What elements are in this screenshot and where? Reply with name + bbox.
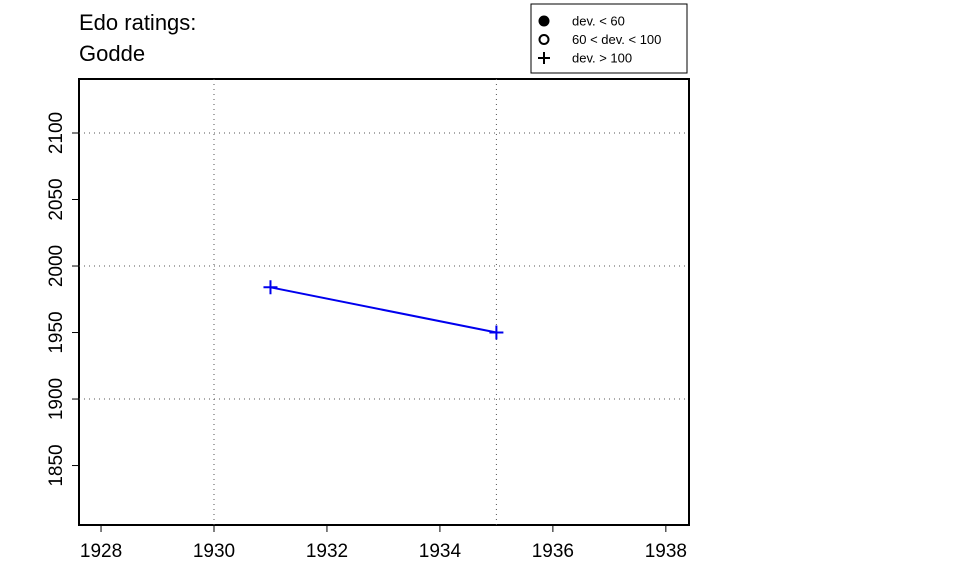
legend-symbol (538, 15, 550, 27)
x-tick-label: 1928 (80, 541, 122, 562)
x-tick-label: 1934 (419, 541, 462, 562)
data-line (270, 286, 497, 334)
plot-frame (78, 78, 690, 526)
data-point (489, 325, 504, 340)
legend-label: 60 < dev. < 100 (572, 32, 661, 47)
y-tick-label: 2050 (46, 178, 67, 220)
legend-box (530, 3, 688, 74)
y-tick-label: 1850 (46, 444, 67, 486)
chart-title: Edo ratings: (79, 10, 196, 35)
y-tick-label: 2100 (46, 112, 67, 154)
x-tick-label: 1936 (532, 541, 574, 562)
legend-label: dev. > 100 (572, 51, 632, 66)
x-tick-label: 1932 (306, 541, 348, 562)
x-tick-label: 1938 (645, 541, 687, 562)
y-tick-label: 1900 (46, 378, 67, 420)
legend-label: dev. < 60 (572, 14, 625, 29)
chart-subtitle: Godde (79, 41, 145, 66)
x-tick-label: 1930 (193, 541, 235, 562)
y-tick-label: 1950 (46, 311, 67, 353)
data-point (263, 280, 278, 295)
y-tick-label: 2000 (46, 245, 67, 287)
legend-symbol (538, 34, 550, 45)
legend-symbol (538, 52, 550, 64)
